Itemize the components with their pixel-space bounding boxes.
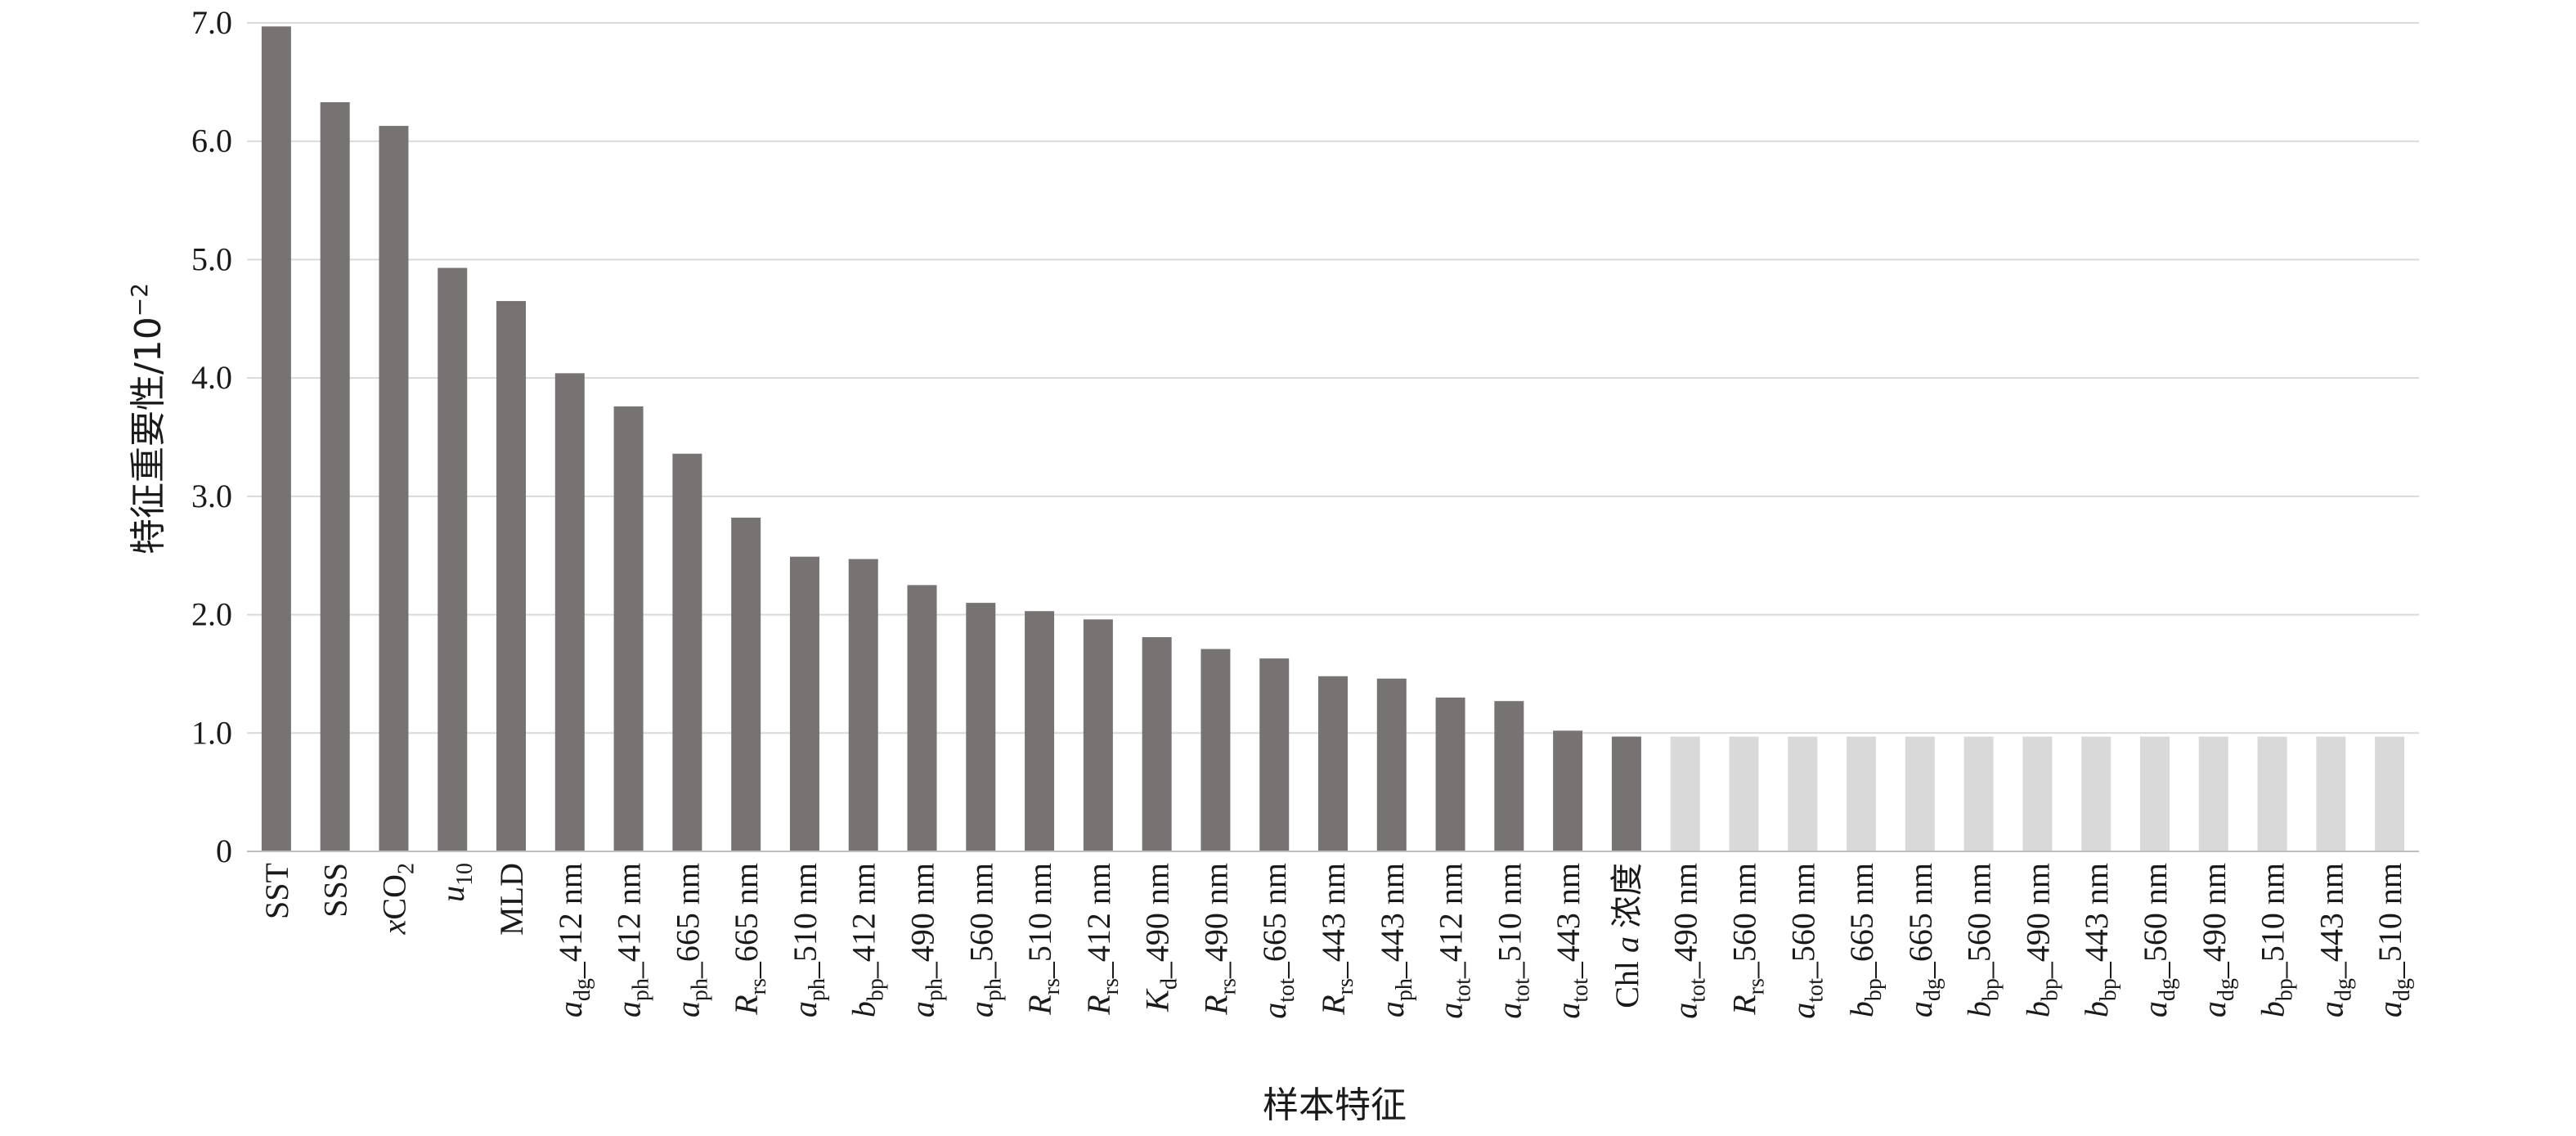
bar (907, 585, 937, 851)
x-tick-label: bbp_560 nm (1961, 863, 2004, 1017)
x-tick-label: Rrs_490 nm (1197, 863, 1241, 1016)
bar (1611, 736, 1641, 851)
x-tick-label: bbp_443 nm (2078, 863, 2121, 1017)
bar (2316, 736, 2346, 851)
y-tick-label: 6.0 (191, 123, 232, 159)
gridlines (247, 22, 2419, 734)
bar (2081, 736, 2112, 851)
bar (1318, 676, 1348, 851)
x-tick-label: adg_412 nm (552, 863, 595, 1017)
bar (1376, 678, 1407, 851)
x-tick-label: aph_665 nm (669, 863, 712, 1017)
x-tick-label: adg_490 nm (2196, 863, 2239, 1017)
x-tick-label: atot_490 nm (1667, 863, 1711, 1019)
bar (1200, 649, 1231, 851)
y-tick-labels: 0 1.0 2.0 3.0 4.0 5.0 6.0 7.0 (191, 4, 232, 869)
y-tick-label: 3.0 (191, 478, 232, 514)
x-tick-label: atot_560 nm (1784, 863, 1828, 1019)
x-tick-label: bbp_412 nm (846, 863, 889, 1017)
x-tick-label: aph_560 nm (963, 863, 1006, 1017)
bar (1259, 658, 1290, 851)
bar (1553, 730, 1583, 851)
bar (1670, 736, 1700, 851)
bar (1963, 736, 1994, 851)
bar (1847, 736, 1877, 851)
x-tick-label: Chl a 浓度 (1609, 863, 1645, 1008)
bar (1083, 619, 1113, 851)
x-tick-label: adg_665 nm (1902, 863, 1945, 1017)
y-tick-label: 5.0 (191, 240, 232, 277)
x-tick-label: adg_560 nm (2137, 863, 2180, 1017)
x-tick-label: adg_510 nm (2372, 863, 2415, 1017)
bars (261, 26, 2405, 852)
bar (2257, 736, 2287, 851)
x-category-labels: SST SSS xCO2 u10 MLD adg_412 nm aph_412 nm aph_… (258, 863, 2415, 1019)
x-tick-label: bbp_510 nm (2255, 863, 2298, 1017)
x-tick-label: aph_412 nm (611, 863, 654, 1017)
x-tick-label: aph_443 nm (1374, 863, 1417, 1017)
bar (1788, 736, 1818, 851)
x-tick-label: Rrs_443 nm (1315, 863, 1358, 1016)
x-tick-label: adg_443 nm (2313, 863, 2356, 1017)
bar (672, 453, 702, 851)
bar (613, 406, 644, 852)
bar (496, 301, 527, 851)
y-tick-label: 0 (216, 833, 232, 869)
bar (848, 559, 878, 851)
y-tick-label: 2.0 (191, 596, 232, 633)
bar (261, 26, 291, 851)
x-tick-label: MLD (493, 863, 530, 936)
x-tick-label: SST (258, 863, 295, 919)
bar (379, 125, 409, 851)
bar (1494, 701, 1524, 851)
x-tick-label: atot_665 nm (1256, 863, 1299, 1019)
x-tick-label: Rrs_665 nm (728, 863, 771, 1016)
x-tick-label: aph_490 nm (904, 863, 948, 1017)
x-axis-title: 样本特征 (1263, 1084, 1407, 1126)
x-tick-label: bbp_490 nm (2019, 863, 2062, 1017)
bar (320, 101, 350, 852)
y-tick-label: 4.0 (191, 359, 232, 396)
y-tick-label: 1.0 (191, 714, 232, 751)
bar (2139, 736, 2170, 851)
bar (438, 267, 468, 851)
bar (731, 517, 761, 851)
x-tick-label: aph_510 nm (787, 863, 830, 1017)
x-tick-label: atot_510 nm (1491, 863, 1534, 1019)
x-tick-label: xCO2 (375, 863, 419, 935)
y-tick-label: 7.0 (191, 4, 232, 41)
x-tick-label: Rrs_412 nm (1080, 863, 1124, 1016)
x-tick-label: u10 (434, 863, 478, 902)
bar (789, 556, 819, 851)
bar (2022, 736, 2053, 851)
x-tick-label: Rrs_560 nm (1726, 863, 1769, 1016)
bar (2375, 736, 2405, 851)
bar (1905, 736, 1935, 851)
bar (1435, 697, 1465, 851)
x-tick-label: atot_443 nm (1550, 863, 1593, 1019)
x-tick-label: bbp_665 nm (1843, 863, 1887, 1017)
x-tick-label: Rrs_510 nm (1021, 863, 1065, 1016)
bar (966, 603, 996, 851)
bar (554, 373, 585, 852)
x-tick-label: atot_412 nm (1433, 863, 1476, 1019)
bar (1142, 637, 1172, 851)
bar (2198, 736, 2228, 851)
x-tick-label: Kd_490 nm (1139, 863, 1183, 1013)
bar (1729, 736, 1759, 851)
x-tick-label: SSS (317, 863, 354, 918)
y-axis-title: 特征重要性/10−2 (126, 283, 169, 555)
bar (1025, 611, 1055, 851)
